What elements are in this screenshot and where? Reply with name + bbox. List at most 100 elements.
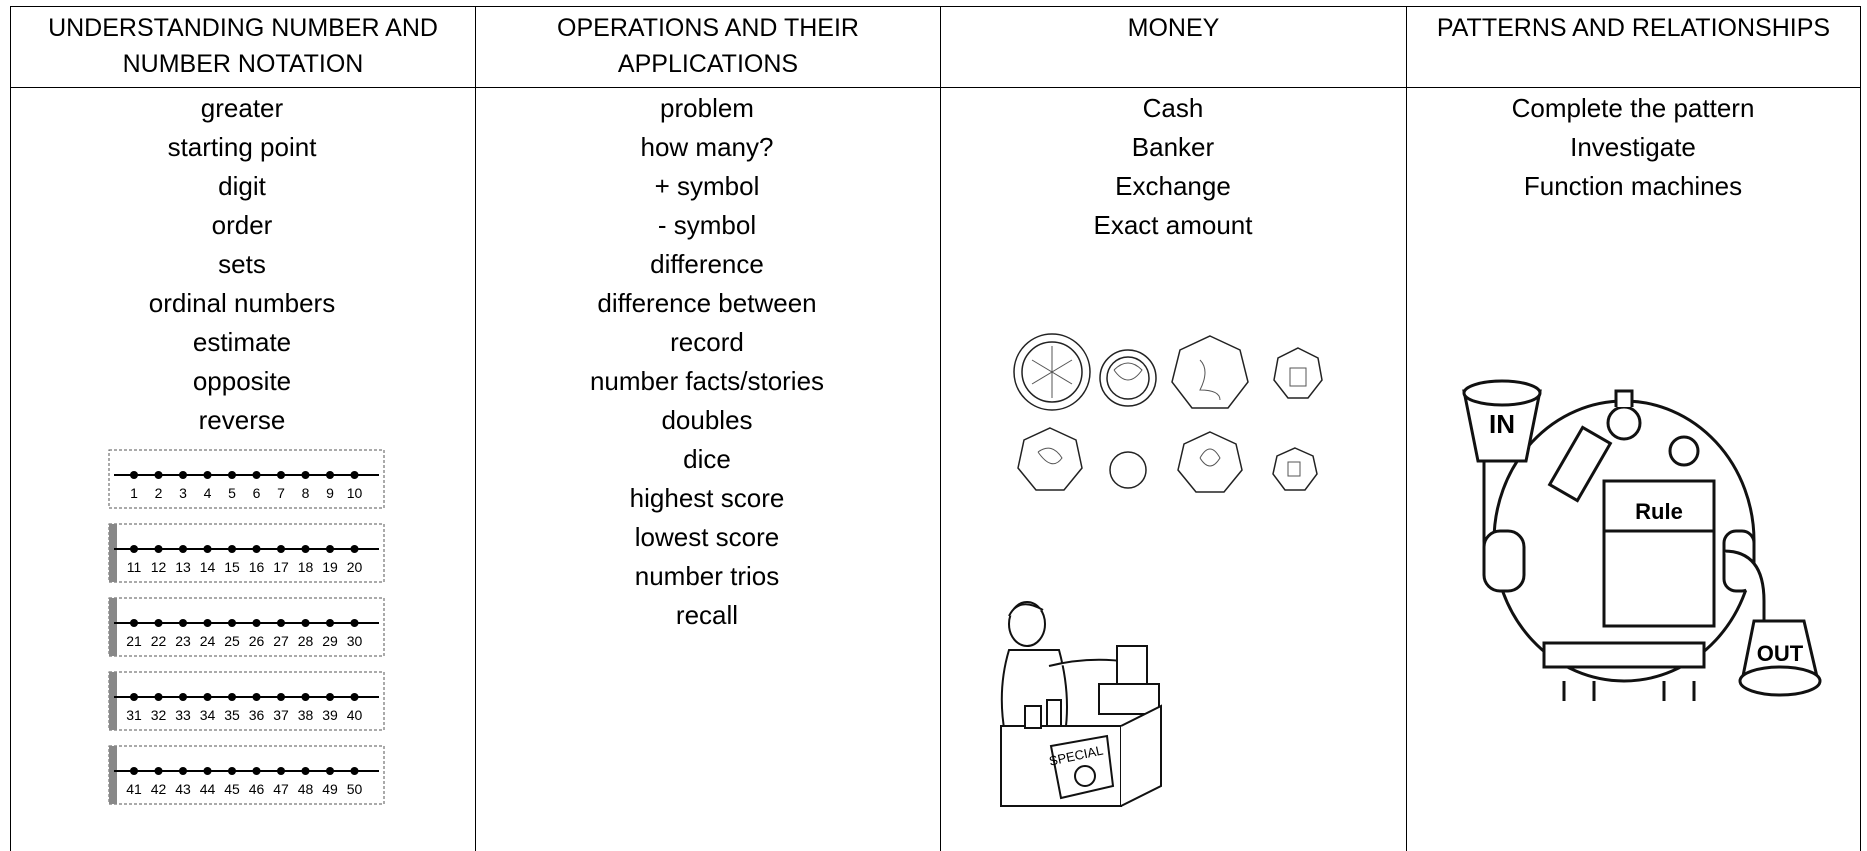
number-line-label: 15 xyxy=(224,559,240,575)
number-line-dot xyxy=(179,767,187,775)
number-line-dot xyxy=(203,619,212,627)
vocabulary-word: greater xyxy=(200,93,284,123)
number-line-dot xyxy=(277,767,285,775)
number-line-dot xyxy=(228,619,236,627)
number-line-label: 44 xyxy=(200,781,216,797)
number-line-label: 47 xyxy=(273,781,289,797)
number-line-dot xyxy=(228,545,236,553)
number-line-label: 9 xyxy=(326,485,334,501)
number-line-dot xyxy=(350,471,359,479)
number-line-label: 5 xyxy=(228,485,236,501)
number-line-frame xyxy=(108,449,385,509)
vocabulary-word: - symbol xyxy=(657,210,757,240)
column-header: PATTERNS AND RELATIONSHIPS xyxy=(1436,14,1831,42)
number-line-label: 21 xyxy=(126,633,142,649)
number-line-dot xyxy=(203,693,212,701)
table-border xyxy=(940,6,941,851)
number-line-label: 38 xyxy=(298,707,314,723)
number-line-dot xyxy=(252,693,261,701)
number-line-label: 20 xyxy=(347,559,363,575)
number-line-label: 8 xyxy=(302,485,310,501)
vocabulary-word: lowest score xyxy=(634,522,780,552)
function-machine-illustration: IN Rule OUT xyxy=(1462,379,1822,701)
machine-out-label: OUT xyxy=(1757,641,1804,666)
number-line-dot xyxy=(326,471,334,479)
number-line-dot xyxy=(277,693,285,701)
number-line: 21 22 23 24 25 26 27 28 29 30 xyxy=(108,597,385,657)
number-line-dot xyxy=(350,767,359,775)
column-header: UNDERSTANDING NUMBER AND NUMBER NOTATION xyxy=(48,14,438,78)
vocabulary-word: estimate xyxy=(192,327,292,357)
number-line-label: 11 xyxy=(127,559,142,575)
number-line-label: 22 xyxy=(151,633,167,649)
number-line: 41 42 43 44 45 46 47 48 49 50 xyxy=(108,745,385,805)
number-line-dot xyxy=(154,619,163,627)
vocabulary-word: dice xyxy=(683,444,731,474)
number-line-label: 41 xyxy=(126,781,142,797)
number-line-label: 39 xyxy=(322,707,338,723)
vocabulary-word: record xyxy=(670,327,744,357)
number-line-label: 40 xyxy=(347,707,363,723)
number-line-label: 1 xyxy=(130,485,138,501)
table-border xyxy=(1860,6,1861,851)
number-line-label: 3 xyxy=(179,485,187,501)
number-line-label: 26 xyxy=(249,633,265,649)
number-line-dot xyxy=(203,471,212,479)
number-line-label: 35 xyxy=(224,707,240,723)
number-line-dot xyxy=(252,619,261,627)
table-border xyxy=(10,6,11,851)
number-line-dot xyxy=(203,767,212,775)
vocabulary-word: starting point xyxy=(167,132,317,162)
number-line-label: 34 xyxy=(200,707,216,723)
number-line-label: 46 xyxy=(249,781,265,797)
number-line-label: 28 xyxy=(298,633,314,649)
vocabulary-word: sets xyxy=(218,249,266,279)
vocabulary-word: Exact amount xyxy=(1093,210,1253,240)
number-line-tab xyxy=(109,672,117,730)
number-line-tab xyxy=(109,598,117,656)
vocabulary-word: Complete the pattern xyxy=(1511,93,1755,123)
number-line-dot xyxy=(277,619,285,627)
number-line-label: 18 xyxy=(298,559,314,575)
number-line-label: 30 xyxy=(347,633,363,649)
number-line-label: 45 xyxy=(224,781,240,797)
number-line-label: 2 xyxy=(155,485,163,501)
table-border xyxy=(1406,6,1407,851)
coins-illustration xyxy=(1013,333,1323,493)
vocabulary-word: Banker xyxy=(1131,132,1215,162)
number-line-tab xyxy=(109,524,117,582)
number-line-label: 27 xyxy=(273,633,289,649)
number-line-dot xyxy=(130,619,138,627)
number-line-dot xyxy=(277,545,285,553)
number-line-dot xyxy=(301,767,310,775)
number-line-label: 13 xyxy=(175,559,191,575)
number-line-label: 23 xyxy=(175,633,191,649)
number-line-label: 4 xyxy=(204,485,212,501)
vocabulary-word: Investigate xyxy=(1570,132,1696,162)
vocabulary-word: problem xyxy=(660,93,754,123)
number-line-label: 12 xyxy=(151,559,167,575)
shopkeeper-illustration: SPECIAL xyxy=(1000,601,1162,807)
vocabulary-word: reverse xyxy=(198,405,286,435)
number-line-dot xyxy=(179,545,187,553)
number-line-label: 29 xyxy=(322,633,338,649)
table-border xyxy=(10,6,1861,7)
number-line-dot xyxy=(252,545,261,553)
number-line-dot xyxy=(301,471,310,479)
number-line-label: 50 xyxy=(347,781,363,797)
number-line-dot xyxy=(326,693,334,701)
number-line-label: 25 xyxy=(224,633,240,649)
number-line-dot xyxy=(179,619,187,627)
number-line-dot xyxy=(350,693,359,701)
number-line-label: 16 xyxy=(249,559,265,575)
number-line-label: 17 xyxy=(273,559,289,575)
number-line-dot xyxy=(301,619,310,627)
vocabulary-word: opposite xyxy=(192,366,292,396)
vocabulary-word: highest score xyxy=(629,483,785,513)
vocabulary-word: how many? xyxy=(640,132,774,162)
number-line-dot xyxy=(179,693,187,701)
number-line-dot xyxy=(252,767,261,775)
number-line-dot xyxy=(326,767,334,775)
number-line-dot xyxy=(228,767,236,775)
